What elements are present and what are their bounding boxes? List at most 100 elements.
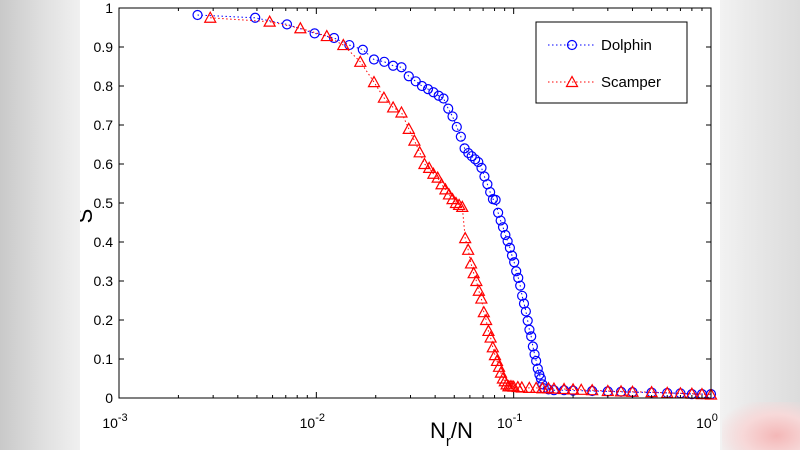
scamper-point	[458, 231, 472, 244]
scamper-point	[704, 387, 718, 400]
dolphin-point	[281, 19, 293, 30]
legend-label: Scamper	[601, 74, 661, 91]
scamper-point	[566, 382, 580, 395]
dolphin-point	[470, 154, 481, 165]
dolphin-point	[531, 355, 542, 367]
x-axis-label: Nr/N	[430, 418, 473, 450]
dolphin-point	[428, 87, 439, 98]
y-tick-label: 1	[105, 0, 113, 16]
x-tick-base: 10	[497, 415, 513, 431]
scamper-point	[293, 21, 307, 34]
dolphin-point	[513, 272, 524, 283]
dolphin-point	[455, 131, 466, 142]
legend-item-dolphin: Dolphin	[548, 37, 652, 54]
dolphin-point	[517, 290, 528, 301]
scamper-point	[515, 380, 529, 393]
scamper-point	[320, 29, 334, 42]
scamper-point	[203, 11, 217, 23]
scamper-point	[407, 133, 421, 146]
y-tick-label: 0.2	[94, 312, 114, 328]
dolphin-point	[527, 341, 538, 352]
scamper-point	[435, 177, 449, 190]
dolphin-point	[511, 266, 522, 277]
background-left-margin	[0, 0, 80, 450]
dolphin-point	[357, 44, 368, 55]
background-right-blur	[722, 402, 800, 450]
scamper-point	[472, 284, 486, 296]
dolphin-point	[504, 242, 515, 253]
scamper-point	[529, 381, 543, 393]
dolphin-point	[443, 103, 454, 114]
scamper-point	[522, 381, 536, 393]
scamper-point	[500, 377, 514, 390]
x-tick-label: 100	[696, 412, 718, 431]
x-tick-exponent: -1	[513, 412, 523, 424]
legend-marker	[565, 75, 579, 88]
scamper-point	[479, 313, 493, 326]
x-tick-label: 10-1	[497, 412, 522, 431]
y-tick-label: 0.3	[94, 273, 114, 289]
x-axis-label-n: N	[430, 418, 446, 443]
dolphin-point	[473, 156, 484, 168]
scamper-point	[422, 161, 436, 173]
dolphin-series	[192, 9, 717, 400]
dolphin-point	[518, 298, 530, 309]
y-tick-label: 0.7	[94, 117, 114, 133]
dolphin-point	[490, 194, 501, 205]
dolphin-point	[250, 12, 261, 23]
scamper-series	[203, 11, 718, 400]
dolphin-point	[396, 62, 407, 73]
dolphin-point	[502, 236, 513, 247]
scamper-point	[486, 340, 500, 353]
dolphin-point	[485, 186, 496, 198]
dolphin-point	[463, 147, 474, 159]
legend: Dolphin Scamper	[535, 21, 688, 104]
scamper-point	[474, 291, 488, 304]
scamper-point	[467, 266, 481, 279]
scamper-point	[367, 75, 381, 88]
y-tick-label: 0.8	[94, 78, 114, 94]
scamper-point	[484, 330, 498, 343]
dolphin-point	[447, 111, 458, 122]
figure-panel: 0 0.1 0.2 0.3 0.4 0.5 0.6 0.7 0.8 0.9 1 10-3 10-2 10-…	[80, 0, 720, 450]
scamper-point	[614, 384, 628, 397]
scamper-point	[426, 167, 440, 179]
scamper-point	[547, 381, 561, 394]
x-tick-base: 10	[696, 415, 712, 431]
dolphin-point	[532, 363, 543, 374]
x-tick-base: 10	[102, 415, 118, 431]
dolphin-point	[497, 222, 509, 233]
dolphin-point	[309, 28, 320, 39]
dolphin-point	[410, 76, 421, 87]
scamper-point	[464, 256, 478, 269]
scamper-point	[452, 198, 466, 211]
scamper-point	[413, 145, 427, 158]
scamper-point	[469, 274, 483, 287]
scamper-point	[461, 243, 475, 255]
scamper-point	[377, 90, 391, 103]
x-axis-label-subscript: r	[446, 433, 451, 450]
dolphin-point	[506, 250, 518, 261]
legend-marker	[566, 39, 578, 51]
legend-label: Dolphin	[601, 37, 652, 54]
y-tick-label: 0	[105, 390, 113, 406]
scamper-line	[210, 17, 712, 395]
x-tick-exponent: -3	[118, 412, 128, 424]
svg-text:Nr/N: Nr/N	[430, 418, 473, 450]
dolphin-point	[403, 71, 414, 82]
scamper-point	[386, 100, 400, 113]
dolphin-point	[192, 9, 203, 21]
scamper-point	[455, 200, 469, 212]
dolphin-point	[416, 80, 428, 92]
scamper-point	[353, 55, 367, 67]
x-tick-exponent: 0	[712, 412, 718, 424]
scamper-point	[557, 382, 571, 395]
scamper-point	[394, 105, 408, 118]
scamper-point	[695, 387, 709, 400]
dolphin-line	[197, 14, 711, 395]
dolphin-point	[368, 54, 380, 65]
x-tick-exponent: -2	[315, 412, 325, 424]
legend-item-scamper: Scamper	[548, 74, 661, 91]
